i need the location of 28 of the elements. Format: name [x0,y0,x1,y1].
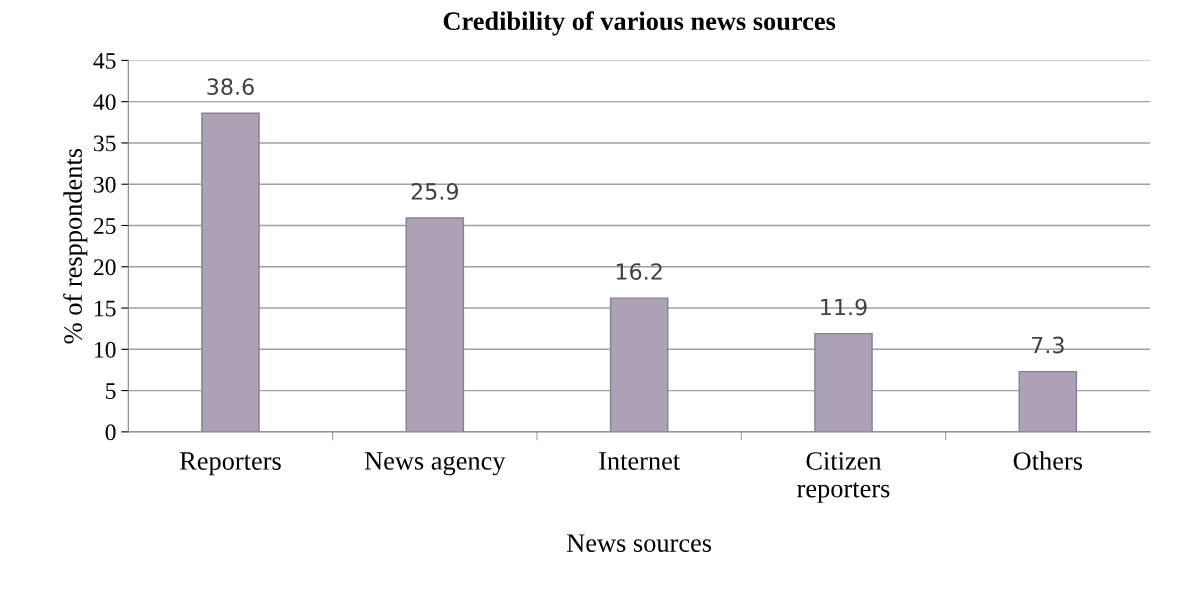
y-tick-label: 15 [94,300,116,317]
x-axis-title: News sources [566,534,712,552]
y-tick-label: 25 [93,218,116,234]
data-label: 38.6 [207,78,254,96]
x-tick-label: Reporters [179,452,281,476]
bar [609,297,669,432]
x-tick-label: Others [1013,451,1083,470]
chart-title: Credibility of various news sources [443,11,836,36]
data-label: 11.9 [821,298,867,316]
x-tick-label: Citizen reporters [797,452,890,503]
y-axis-title: % of resppondents [63,148,88,344]
bar [405,217,465,432]
x-tick-label: Internet [599,452,681,470]
y-tick-label: 45 [93,53,116,69]
y-tick-label: 5 [106,383,116,400]
y-tick-label: 10 [94,341,116,358]
y-tick-label: 0 [105,424,116,441]
y-tick-label: 20 [93,259,116,276]
y-tick-label: 40 [93,94,116,111]
bar [1018,370,1078,432]
y-tick-label: 30 [94,176,116,193]
x-tick-label: News agency [364,452,506,476]
bar [814,332,873,432]
bar [201,112,260,432]
data-label: 7.3 [1031,336,1064,354]
data-label: 25.9 [411,183,458,200]
y-tick-label: 35 [94,135,116,152]
data-label: 16.2 [616,263,662,280]
